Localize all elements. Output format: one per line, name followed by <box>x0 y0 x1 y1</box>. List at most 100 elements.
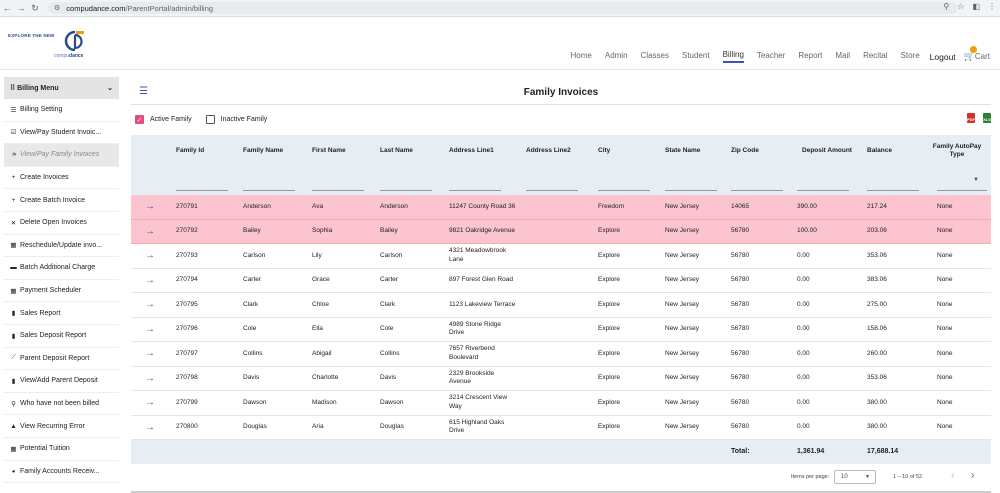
column-header-first-name[interactable]: First Name <box>312 146 346 154</box>
title-divider <box>131 104 991 105</box>
column-filter-address-line2[interactable] <box>526 190 578 191</box>
sidebar-item[interactable]: + Create Invoices <box>4 167 119 190</box>
sidebar-item[interactable]: ☰ Billing Setting <box>4 99 119 122</box>
open-invoice-arrow-icon[interactable]: → <box>145 421 155 433</box>
column-header-address-line2[interactable]: Address Line2 <box>526 146 571 154</box>
nav-recital[interactable]: Recital <box>863 51 888 60</box>
cell-zip-code: 56780 <box>731 325 750 333</box>
sidebar-item[interactable]: ▮ View/Add Parent Deposit <box>4 370 119 393</box>
logout-link[interactable]: Logout <box>929 51 956 62</box>
open-invoice-arrow-icon[interactable]: → <box>145 250 155 262</box>
cell-deposit-amount: 390.00 <box>797 202 817 210</box>
open-invoice-arrow-icon[interactable]: → <box>145 299 155 311</box>
hamburger-menu-icon[interactable]: ☰ <box>139 86 148 97</box>
autopay-filter-dropdown-icon[interactable]: ▼ <box>973 177 979 183</box>
column-header-action[interactable] <box>145 135 165 167</box>
cell-first-name: Ava <box>312 202 324 210</box>
table-footer: Total: 1,361.94 17,688.14 <box>131 440 991 464</box>
column-filter-first-name[interactable] <box>312 190 364 191</box>
sidebar-item[interactable]: ▮ Sales Report <box>4 302 119 325</box>
column-filter-family-name[interactable] <box>243 190 295 191</box>
nav-store[interactable]: Store <box>900 51 920 60</box>
sidebar-item[interactable]: ▬ Batch Additional Charge <box>4 257 119 280</box>
column-header-last-name[interactable]: Last Name <box>380 146 413 154</box>
column-filter-address-line1[interactable] <box>449 190 501 191</box>
address-bar[interactable]: ⚙ compudance.com/ParentPortal/admin/bill… <box>48 2 958 14</box>
cell-family-name: Carter <box>243 276 262 284</box>
sidebar-item[interactable]: ▦ Payment Scheduler <box>4 280 119 303</box>
extensions-icon[interactable]: ◧ <box>972 2 980 11</box>
column-header-city[interactable]: City <box>598 146 611 154</box>
cell-autopay-type: None <box>937 300 953 308</box>
forward-icon[interactable]: → <box>16 3 26 13</box>
nav-classes[interactable]: Classes <box>640 51 669 60</box>
sidebar-item[interactable]: ▮ Sales Deposit Report <box>4 325 119 348</box>
site-info-icon[interactable]: ⚙ <box>54 5 61 12</box>
logo[interactable]: EXPLORE THE NEW compudance <box>8 29 98 59</box>
sidebar-item[interactable]: ▦ Potential Tuition <box>4 438 119 461</box>
nav-teacher[interactable]: Teacher <box>756 51 786 60</box>
inactive-family-checkbox[interactable] <box>205 115 215 124</box>
sidebar-item[interactable]: + Create Batch Invoice <box>4 189 119 212</box>
sidebar-item[interactable]: ⟋ Parent Deposit Report <box>4 348 119 371</box>
open-invoice-arrow-icon[interactable]: → <box>145 372 155 384</box>
export-excel-icon[interactable]: XLS <box>983 113 991 123</box>
next-page-button[interactable]: › <box>971 470 975 481</box>
open-invoice-arrow-icon[interactable]: → <box>145 225 155 237</box>
items-per-page-select[interactable]: 10 ▼ <box>834 470 876 484</box>
column-header-balance[interactable]: Balance <box>867 146 892 154</box>
logo-mark-icon <box>64 30 84 51</box>
sidebar-item[interactable]: ✕ Delete Open Invoices <box>4 212 119 235</box>
bookmark-star-icon[interactable]: ☆ <box>957 2 965 11</box>
more-menu-icon[interactable]: ⋮ <box>988 2 996 11</box>
column-header-autopay-type[interactable]: Family AutoPay Type <box>932 142 982 158</box>
nav-mail[interactable]: Mail <box>835 51 851 60</box>
reload-icon[interactable]: ↻ <box>31 2 39 13</box>
sidebar-item-label: Reschedule/Update invo... <box>20 241 103 249</box>
column-filter-state-name[interactable] <box>665 190 717 191</box>
calendar-icon: ▦ <box>10 445 17 453</box>
column-filter-family-id[interactable] <box>176 190 228 191</box>
billing-menu-header[interactable]: ⠿ Billing Menu ⌄ <box>4 77 119 99</box>
column-filter-deposit-amount[interactable] <box>797 190 849 191</box>
open-invoice-arrow-icon[interactable]: → <box>145 201 155 213</box>
zoom-icon[interactable]: ⚲ <box>943 2 950 11</box>
column-header-zip-code[interactable]: Zip Code <box>731 146 759 154</box>
open-invoice-arrow-icon[interactable]: → <box>145 274 155 286</box>
sidebar-item[interactable]: ▦ Reschedule/Update invo... <box>4 235 119 258</box>
column-header-family-id[interactable]: Family Id <box>176 146 205 154</box>
column-filter-zip-code[interactable] <box>731 190 783 191</box>
open-invoice-arrow-icon[interactable]: → <box>145 323 155 335</box>
column-filter-city[interactable] <box>598 190 650 191</box>
column-filter-last-name[interactable] <box>380 190 432 191</box>
previous-page-button[interactable]: ‹ <box>951 470 955 481</box>
column-header-address-line1[interactable]: Address Line1 <box>449 146 494 154</box>
column-header-state-name[interactable]: State Name <box>665 146 701 154</box>
sidebar-item[interactable]: ◕ Family Accounts Receiv... <box>4 461 119 484</box>
cell-state-name: New Jersey <box>665 374 699 382</box>
nav-student[interactable]: Student <box>682 51 710 60</box>
cell-address-line2 <box>526 244 581 268</box>
sidebar-item[interactable]: ⚑ View/Pay Family Invoices <box>4 144 119 167</box>
sidebar-item[interactable]: ☑ View/Pay Student Invoic... <box>4 122 119 145</box>
back-icon[interactable]: ← <box>2 3 12 13</box>
checkbox-icon: ☑ <box>10 129 17 137</box>
chevron-down-icon[interactable]: ⌄ <box>107 85 113 92</box>
cart-link[interactable]: 🛒 Cart <box>964 46 990 62</box>
nav-report[interactable]: Report <box>798 51 823 60</box>
export-pdf-icon[interactable]: PDF <box>967 113 975 123</box>
column-header-family-name[interactable]: Family Name <box>243 146 284 154</box>
sidebar-item[interactable]: ▲ View Recurring Error <box>4 415 119 438</box>
cell-family-id: 270792 <box>176 227 198 235</box>
active-family-checkbox[interactable]: ✓ <box>135 115 144 124</box>
open-invoice-arrow-icon[interactable]: → <box>145 348 155 360</box>
column-header-deposit-amount[interactable]: Deposit Amount <box>802 146 852 154</box>
open-invoice-arrow-icon[interactable]: → <box>145 397 155 409</box>
nav-home[interactable]: Home <box>570 51 592 60</box>
nav-billing[interactable]: Billing <box>722 50 744 63</box>
sidebar-item[interactable]: ⚲ Who have not been billed <box>4 393 119 416</box>
cell-deposit-amount: 0.00 <box>797 349 810 357</box>
nav-admin[interactable]: Admin <box>604 51 628 60</box>
column-filter-balance[interactable] <box>867 190 919 191</box>
column-filter-autopay-type[interactable] <box>937 190 987 191</box>
